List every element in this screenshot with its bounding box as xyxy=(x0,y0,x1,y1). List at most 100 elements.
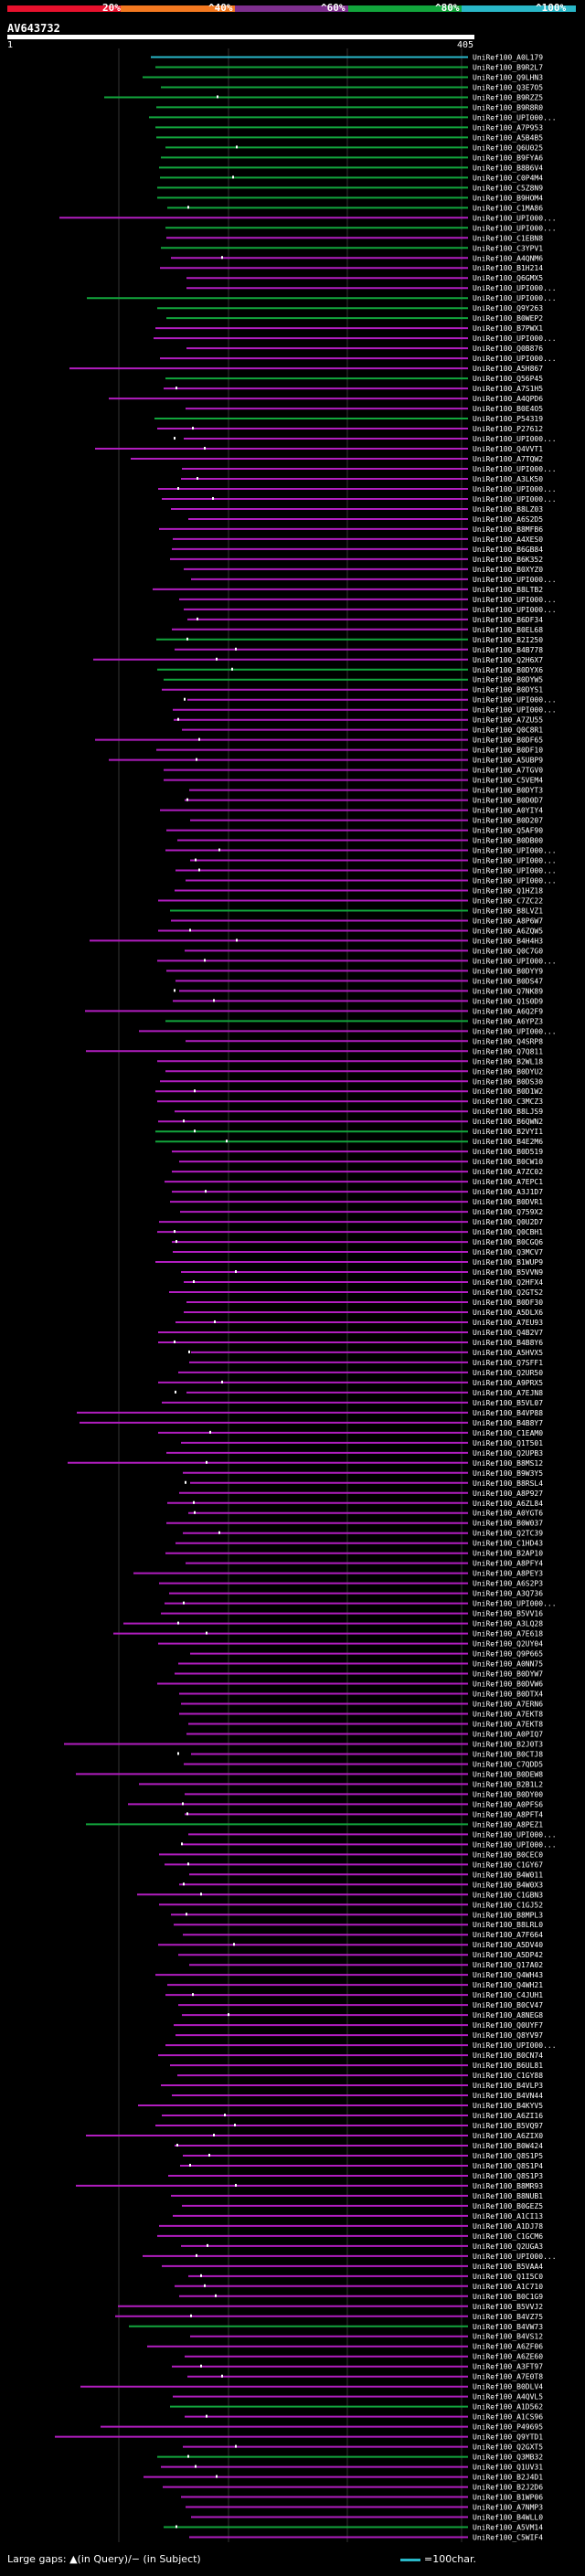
hit-label[interactable]: UniRef100_A1CI13 xyxy=(473,2212,543,2221)
hit-label[interactable]: UniRef100_UPI000... xyxy=(473,2041,557,2050)
hit-label[interactable]: UniRef100_Q9Y263 xyxy=(473,304,543,313)
hit-label[interactable]: UniRef100_A7ERN6 xyxy=(473,1701,543,1709)
hit-label[interactable]: UniRef100_A5H867 xyxy=(473,365,543,373)
hit-label[interactable]: UniRef100_B4B8Y6 xyxy=(473,1339,543,1347)
hit-label[interactable]: UniRef100_B9R2L7 xyxy=(473,63,543,71)
hit-label[interactable]: UniRef100_Q1S0D9 xyxy=(473,997,543,1005)
hit-label[interactable]: UniRef100_C3YPV1 xyxy=(473,244,543,252)
hit-label[interactable]: UniRef100_B4VS12 xyxy=(473,2333,543,2341)
hit-label[interactable]: UniRef100_A7EKT8 xyxy=(473,1710,543,1718)
hit-label[interactable]: UniRef100_B0D519 xyxy=(473,1148,543,1156)
hit-label[interactable]: UniRef100_Q2UPB3 xyxy=(473,1449,543,1458)
hit-label[interactable]: UniRef100_C1HD43 xyxy=(473,1540,543,1548)
hit-label[interactable]: UniRef100_A7P953 xyxy=(473,123,543,132)
hit-label[interactable]: UniRef100_B9R8R0 xyxy=(473,103,543,111)
hit-label[interactable]: UniRef100_A3LQ28 xyxy=(473,1620,543,1628)
hit-label[interactable]: UniRef100_A1CS96 xyxy=(473,2413,543,2422)
hit-label[interactable]: UniRef100_A8PFT4 xyxy=(473,1810,543,1818)
hit-label[interactable]: UniRef100_B0DS30 xyxy=(473,1077,543,1086)
hit-label[interactable]: UniRef100_B8B6V4 xyxy=(473,164,543,172)
hit-label[interactable]: UniRef100_Q6U025 xyxy=(473,143,543,152)
hit-label[interactable]: UniRef100_Q4WH21 xyxy=(473,1981,543,1989)
hit-label[interactable]: UniRef100_A3J1D7 xyxy=(473,1188,543,1196)
hit-label[interactable]: UniRef100_Q17A02 xyxy=(473,1961,543,1969)
hit-label[interactable]: UniRef100_B8NUB1 xyxy=(473,2192,543,2200)
hit-label[interactable]: UniRef100_A0PIQ7 xyxy=(473,1730,543,1738)
hit-label[interactable]: UniRef100_C1MA86 xyxy=(473,204,543,212)
hit-label[interactable]: UniRef100_B5VAA4 xyxy=(473,2263,543,2271)
hit-label[interactable]: UniRef100_B6GB84 xyxy=(473,546,543,554)
hit-label[interactable]: UniRef100_A8P927 xyxy=(473,1489,543,1498)
hit-label[interactable]: UniRef100_Q2TC39 xyxy=(473,1530,543,1538)
hit-label[interactable]: UniRef100_A6S2D5 xyxy=(473,515,543,524)
hit-label[interactable]: UniRef100_B0WEP2 xyxy=(473,314,543,323)
hit-label[interactable]: UniRef100_Q7SFF1 xyxy=(473,1359,543,1367)
hit-label[interactable]: UniRef100_A1C710 xyxy=(473,2283,543,2291)
hit-label[interactable]: UniRef100_B4KYV5 xyxy=(473,2102,543,2110)
hit-label[interactable]: UniRef100_B2J4D1 xyxy=(473,2474,543,2482)
hit-label[interactable]: UniRef100_A5UBP9 xyxy=(473,757,543,765)
hit-label[interactable]: UniRef100_B0D207 xyxy=(473,817,543,825)
hit-label[interactable]: UniRef100_B0DYW5 xyxy=(473,676,543,684)
hit-label[interactable]: UniRef100_B4W0X3 xyxy=(473,1881,543,1889)
hit-label[interactable]: UniRef100_Q759X2 xyxy=(473,1208,543,1216)
hit-label[interactable]: UniRef100_B5VVN9 xyxy=(473,1268,543,1277)
hit-label[interactable]: UniRef100_Q4VVT1 xyxy=(473,445,543,453)
hit-label[interactable]: UniRef100_Q0C8R1 xyxy=(473,726,543,735)
hit-label[interactable]: UniRef100_UPI000... xyxy=(473,495,557,504)
hit-label[interactable]: UniRef100_A6ZI16 xyxy=(473,2112,543,2120)
hit-label[interactable]: UniRef100_C5WIF4 xyxy=(473,2534,543,2542)
hit-label[interactable]: UniRef100_Q1HZ18 xyxy=(473,886,543,895)
hit-label[interactable]: UniRef100_A8NEG8 xyxy=(473,2011,543,2019)
hit-label[interactable]: UniRef100_B7PWX1 xyxy=(473,324,543,333)
hit-label[interactable]: UniRef100_B8LVZ1 xyxy=(473,906,543,915)
hit-label[interactable]: UniRef100_B8LJS9 xyxy=(473,1108,543,1116)
hit-label[interactable]: UniRef100_C1EBN8 xyxy=(473,234,543,242)
hit-label[interactable]: UniRef100_B4B8Y7 xyxy=(473,1419,543,1427)
hit-label[interactable]: UniRef100_UPI000... xyxy=(473,957,557,965)
hit-label[interactable]: UniRef100_B8MS12 xyxy=(473,1459,543,1468)
hit-label[interactable]: UniRef100_C1GY67 xyxy=(473,1860,543,1869)
hit-label[interactable]: UniRef100_UPI000... xyxy=(473,1830,557,1839)
hit-label[interactable]: UniRef100_Q0U2D7 xyxy=(473,1218,543,1226)
hit-label[interactable]: UniRef100_UPI000... xyxy=(473,867,557,875)
hit-label[interactable]: UniRef100_C7QDD5 xyxy=(473,1760,543,1768)
hit-label[interactable]: UniRef100_A4QNM6 xyxy=(473,254,543,262)
hit-label[interactable]: UniRef100_A0YGT6 xyxy=(473,1510,543,1518)
hit-label[interactable]: UniRef100_B0C1G9 xyxy=(473,2293,543,2301)
hit-label[interactable]: UniRef100_B0CEC0 xyxy=(473,1850,543,1859)
hit-label[interactable]: UniRef100_A7E0T8 xyxy=(473,2373,543,2381)
hit-label[interactable]: UniRef100_B0D1W2 xyxy=(473,1087,543,1096)
hit-label[interactable]: UniRef100_B4VLP3 xyxy=(473,2082,543,2090)
hit-label[interactable]: UniRef100_UPI000... xyxy=(473,284,557,292)
hit-label[interactable]: UniRef100_B0DVR1 xyxy=(473,1198,543,1206)
hit-label[interactable]: UniRef100_A7EKT8 xyxy=(473,1720,543,1728)
hit-label[interactable]: UniRef100_B8LZ03 xyxy=(473,505,543,514)
hit-label[interactable]: UniRef100_A0NN75 xyxy=(473,1660,543,1669)
hit-label[interactable]: UniRef100_B0DEW8 xyxy=(473,1770,543,1778)
hit-label[interactable]: UniRef100_Q0CBH1 xyxy=(473,1228,543,1236)
hit-label[interactable]: UniRef100_A6ZE60 xyxy=(473,2353,543,2361)
hit-label[interactable]: UniRef100_A7E618 xyxy=(473,1630,543,1638)
hit-label[interactable]: UniRef100_Q8S1P3 xyxy=(473,2172,543,2180)
hit-label[interactable]: UniRef100_A7ZU55 xyxy=(473,716,543,725)
hit-label[interactable]: UniRef100_A6ZQW5 xyxy=(473,927,543,935)
hit-label[interactable]: UniRef100_Q0C7G0 xyxy=(473,947,543,955)
hit-label[interactable]: UniRef100_B0XYZ0 xyxy=(473,566,543,574)
hit-label[interactable]: UniRef100_B1WUP9 xyxy=(473,1258,543,1267)
hit-label[interactable]: UniRef100_Q1I5C0 xyxy=(473,2273,543,2281)
hit-label[interactable]: UniRef100_UPI000... xyxy=(473,1600,557,1608)
hit-label[interactable]: UniRef100_A0L179 xyxy=(473,53,543,61)
hit-label[interactable]: UniRef100_B0CTJ8 xyxy=(473,1750,543,1758)
hit-label[interactable]: UniRef100_UPI000... xyxy=(473,224,557,232)
hit-label[interactable]: UniRef100_Q2UY04 xyxy=(473,1640,543,1648)
hit-label[interactable]: UniRef100_B0DYT3 xyxy=(473,787,543,795)
hit-label[interactable]: UniRef100_A5HVX5 xyxy=(473,1349,543,1357)
hit-label[interactable]: UniRef100_B0DYU2 xyxy=(473,1067,543,1076)
hit-label[interactable]: UniRef100_UPI000... xyxy=(473,214,557,222)
hit-label[interactable]: UniRef100_UPI000... xyxy=(473,465,557,473)
hit-label[interactable]: UniRef100_Q2GTS2 xyxy=(473,1288,543,1297)
hit-label[interactable]: UniRef100_A8P6W7 xyxy=(473,917,543,925)
hit-label[interactable]: UniRef100_B4VP88 xyxy=(473,1409,543,1417)
hit-label[interactable]: UniRef100_B1H214 xyxy=(473,264,543,272)
